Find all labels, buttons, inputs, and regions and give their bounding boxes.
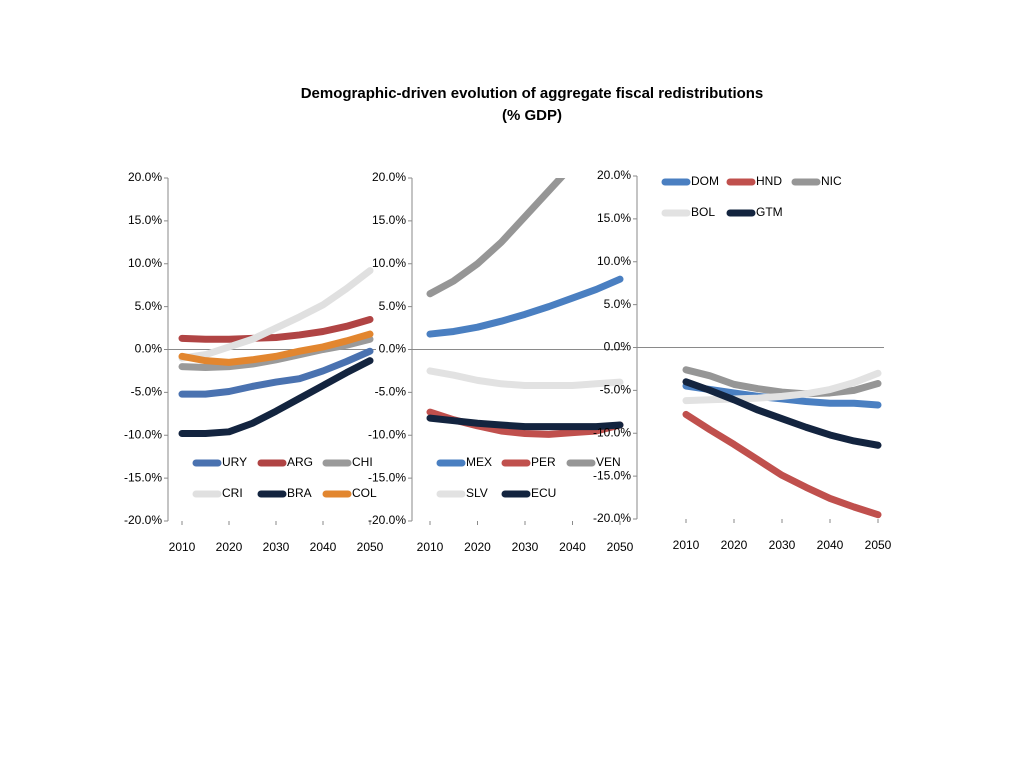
x-tick-label: 2020 — [464, 540, 491, 554]
y-tick-label: -20.0% — [593, 511, 631, 525]
y-tick-label: 5.0% — [379, 299, 407, 313]
legend-label: COL — [352, 486, 377, 500]
x-tick-label: 2020 — [721, 538, 748, 552]
x-tick-label: 2050 — [865, 538, 892, 552]
series-line — [178, 357, 374, 438]
legend-label: BOL — [691, 205, 715, 219]
legend-label: BRA — [287, 486, 312, 500]
series-line — [426, 414, 624, 431]
legend-label: PER — [531, 455, 556, 469]
y-tick-label: 15.0% — [372, 213, 406, 227]
y-tick-label: -5.0% — [375, 385, 407, 399]
x-tick-label: 2020 — [216, 540, 243, 554]
x-tick-label: 2040 — [559, 540, 586, 554]
x-tick-label: 2050 — [357, 540, 384, 554]
series-line — [426, 275, 624, 338]
series-group — [178, 267, 374, 438]
y-tick-label: 5.0% — [604, 297, 632, 311]
y-tick-label: 15.0% — [597, 211, 631, 225]
x-tick-label: 2010 — [417, 540, 444, 554]
y-tick-label: 20.0% — [597, 168, 631, 182]
series-line — [426, 367, 624, 390]
y-tick-label: -15.0% — [124, 470, 162, 484]
legend-label: URY — [222, 455, 247, 469]
series-line — [178, 330, 374, 366]
legend-label: NIC — [821, 174, 842, 188]
y-tick-label: 10.0% — [372, 256, 406, 270]
legend-label: CRI — [222, 486, 243, 500]
y-tick-label: -10.0% — [368, 427, 406, 441]
legend-label: VEN — [596, 455, 621, 469]
y-tick-label: -5.0% — [131, 385, 163, 399]
legend-label: SLV — [466, 486, 488, 500]
legend-label: DOM — [691, 174, 719, 188]
y-tick-label: 0.0% — [604, 340, 632, 354]
x-tick-label: 2030 — [512, 540, 539, 554]
series-group — [682, 366, 882, 519]
legend-label: GTM — [756, 205, 783, 219]
series-line — [682, 369, 882, 405]
y-tick-label: -10.0% — [124, 427, 162, 441]
panel: 20.0% 15.0% 10.0% 5.0% 0.0% -5.0% -10.0% -15.0%… — [124, 170, 384, 554]
y-tick-label: 0.0% — [379, 342, 407, 356]
series-line — [426, 178, 566, 298]
series-line — [178, 315, 374, 343]
legend-label: MEX — [466, 455, 492, 469]
legend-label: ECU — [531, 486, 556, 500]
series-line — [682, 378, 882, 449]
y-tick-label: -20.0% — [368, 513, 406, 527]
series-line — [178, 267, 374, 362]
y-tick-label: -15.0% — [368, 470, 406, 484]
y-tick-label: 10.0% — [597, 254, 631, 268]
series-group — [426, 178, 624, 438]
y-tick-label: 20.0% — [128, 170, 162, 184]
chart-title: Demographic-driven evolution of aggregat… — [301, 85, 764, 102]
legend-label: ARG — [287, 455, 313, 469]
series-line — [682, 410, 882, 519]
y-tick-label: 10.0% — [128, 256, 162, 270]
panel: 20.0% 15.0% 10.0% 5.0% 0.0% -5.0% -10.0% -15.0%… — [368, 170, 634, 554]
y-tick-label: -20.0% — [124, 513, 162, 527]
x-tick-label: 2030 — [769, 538, 796, 552]
y-tick-label: -15.0% — [593, 468, 631, 482]
x-tick-label: 2040 — [310, 540, 337, 554]
legend-label: HND — [756, 174, 782, 188]
y-tick-label: 20.0% — [372, 170, 406, 184]
x-tick-label: 2010 — [673, 538, 700, 552]
series-line — [682, 366, 882, 398]
x-tick-label: 2050 — [607, 540, 634, 554]
legend-label: CHI — [352, 455, 373, 469]
y-tick-label: 5.0% — [135, 299, 163, 313]
y-tick-label: 0.0% — [135, 342, 163, 356]
chart-subtitle: (% GDP) — [502, 107, 562, 124]
y-tick-label: -10.0% — [593, 425, 631, 439]
panel: 20.0% 15.0% 10.0% 5.0% 0.0% -5.0% -10.0% -15.0%… — [593, 168, 892, 552]
x-tick-label: 2010 — [169, 540, 196, 554]
x-tick-label: 2030 — [263, 540, 290, 554]
x-tick-label: 2040 — [817, 538, 844, 552]
series-line — [178, 347, 374, 398]
y-tick-label: 15.0% — [128, 213, 162, 227]
y-tick-label: -5.0% — [600, 383, 632, 397]
